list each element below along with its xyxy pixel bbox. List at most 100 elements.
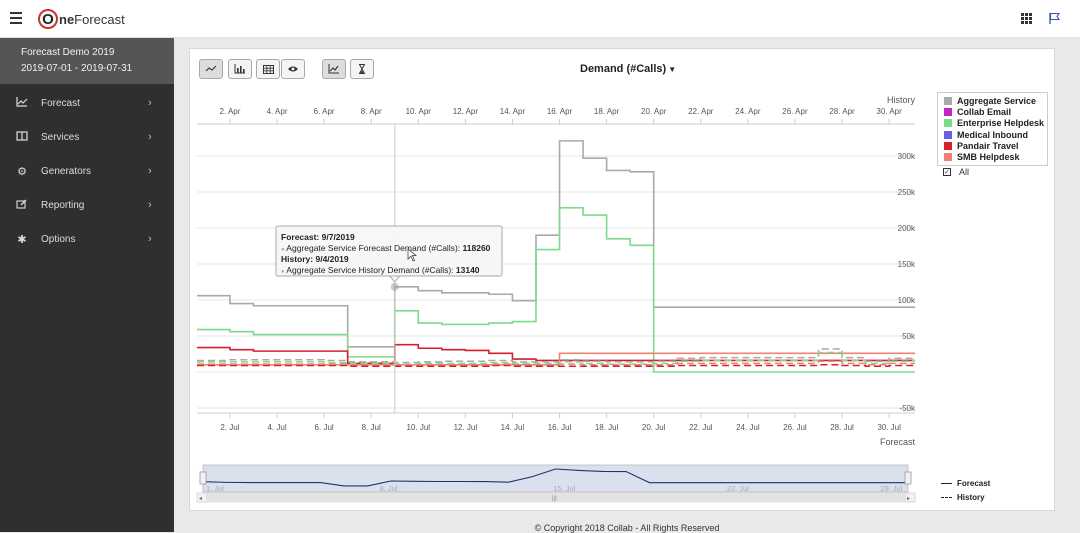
scroll-right-arrow-icon[interactable]: ▸	[907, 496, 910, 502]
legend-item-aggregate-service[interactable]: Aggregate Service	[944, 95, 1047, 106]
line-view-button[interactable]	[199, 59, 223, 79]
sidebar-item-forecast[interactable]: Forecast ›	[0, 86, 174, 120]
bottom-x-tick-label: 24. Jul	[736, 423, 760, 432]
bottom-x-tick-label: 26. Jul	[783, 423, 807, 432]
bottom-x-tick-label: 16. Jul	[548, 423, 572, 432]
navigator-tick-label: 8. Jul	[380, 484, 398, 493]
forecast-key-label: Forecast	[957, 478, 991, 488]
legend-swatch	[944, 107, 952, 116]
tooltip-forecast-title: Forecast: 9/7/2019	[281, 232, 355, 242]
bottom-x-tick-label: 6. Jul	[315, 423, 334, 432]
sidebar-item-services[interactable]: Services ›	[0, 120, 174, 154]
legend-item-collab-email[interactable]: Collab Email	[944, 106, 1047, 117]
series-legend: Aggregate Service Collab Email Enterpris…	[937, 92, 1048, 166]
bottom-x-tick-label: 18. Jul	[595, 423, 619, 432]
demand-chart[interactable]: 300k 250k 200k 150k 100k 50k -50k 2. Apr 4. Apr 6…	[190, 49, 1056, 512]
top-x-tick-label: 22. Apr	[688, 107, 714, 116]
cogs-icon: ⚙	[17, 165, 27, 178]
y-tick-label: 250k	[898, 188, 916, 197]
history-line-key: History	[941, 490, 990, 504]
navigator-scrollbar[interactable]: ◂ ▸ |||	[196, 492, 916, 503]
scroll-grip-icon[interactable]: |||	[552, 496, 557, 502]
sidebar-item-label: Services	[41, 131, 80, 143]
bottom-x-tick-label: 20. Jul	[642, 423, 666, 432]
eye-icon	[288, 66, 298, 72]
chevron-right-icon: ›	[148, 165, 152, 177]
scrollbar-thumb[interactable]	[206, 494, 906, 501]
legend-label: SMB Helpdesk	[957, 152, 1020, 163]
svg-text:● Aggregate Service Forecast D: ● Aggregate Service Forecast Demand (#Ca…	[281, 243, 491, 253]
tooltip-history-title: History: 9/4/2019	[281, 254, 349, 264]
line-chart-icon	[205, 65, 217, 72]
navigator-tick-label: 15. Jul	[553, 484, 575, 493]
trend-button[interactable]	[322, 59, 346, 79]
chevron-right-icon: ›	[148, 131, 152, 143]
sidebar-item-generators[interactable]: ⚙ Generators ›	[0, 154, 174, 188]
table-view-button[interactable]	[256, 59, 280, 79]
series-line-forecast-pandair-travel[interactable]	[197, 343, 915, 365]
sidebar-item-label: Options	[41, 233, 76, 245]
sidebar-item-options[interactable]: ✱ Options ›	[0, 222, 174, 256]
forecast-panel: Demand (#Calls) ▼ 300k 250k 200k 150k 100k 50k…	[189, 48, 1055, 511]
bottom-x-tick-label: 8. Jul	[362, 423, 381, 432]
line-style-legend: Forecast History	[941, 476, 990, 504]
sidebar: Forecast Demo 2019 2019-07-01 - 2019-07-…	[0, 38, 174, 532]
bar-view-button[interactable]	[228, 59, 252, 79]
bottom-x-tick-label: 30. Jul	[877, 423, 901, 432]
bottom-x-tick-label: 28. Jul	[830, 423, 854, 432]
navigator-left-handle[interactable]	[199, 471, 207, 485]
series-line-forecast-aggregate-service[interactable]	[197, 140, 915, 348]
tooltip-forecast-value: 118260	[463, 243, 491, 253]
sidebar-item-reporting[interactable]: Reporting ›	[0, 188, 174, 222]
y-tick-label: -50k	[899, 404, 916, 413]
legend-item-pandair-travel[interactable]: Pandair Travel	[944, 140, 1047, 151]
bottom-x-tick-label: 14. Jul	[501, 423, 525, 432]
checkbox-checked-icon[interactable]: ✓	[943, 168, 951, 176]
navigator-tick-label: 29. Jul	[880, 484, 902, 493]
legend-label: Collab Email	[957, 106, 1012, 117]
table-icon	[262, 64, 274, 74]
svg-text:Forecast: 9/7/2019: Forecast: 9/7/2019	[281, 232, 355, 242]
legend-item-enterprise-helpdesk[interactable]: Enterprise Helpdesk	[944, 118, 1047, 129]
legend-item-medical-inbound[interactable]: Medical Inbound	[944, 129, 1047, 140]
navigator-right-handle[interactable]	[904, 471, 912, 485]
scroll-left-arrow-icon[interactable]: ◂	[199, 496, 202, 502]
flag-icon[interactable]	[1049, 12, 1061, 25]
top-x-tick-label: 8. Apr	[361, 107, 382, 116]
legend-item-smb-helpdesk[interactable]: SMB Helpdesk	[944, 151, 1047, 162]
apps-grid-icon[interactable]	[1021, 13, 1032, 24]
legend-swatch	[944, 119, 952, 128]
series-line-forecast-smb-helpdesk[interactable]	[197, 352, 915, 366]
top-x-tick-label: 16. Apr	[547, 107, 573, 116]
chart-title-dropdown[interactable]: Demand (#Calls) ▼	[580, 63, 676, 75]
bottom-x-tick-label: 4. Jul	[267, 423, 286, 432]
legend-swatch	[944, 130, 952, 139]
navigator-tick-label: 1. Jul	[206, 484, 224, 493]
bottom-x-tick-label: 12. Jul	[454, 423, 478, 432]
series-line-history-aggregate-service[interactable]	[197, 348, 915, 364]
columns-icon	[16, 130, 28, 144]
history-button[interactable]	[350, 59, 374, 79]
project-title: Forecast Demo 2019	[21, 47, 115, 58]
series-line-history-pandair-travel[interactable]	[197, 364, 915, 367]
chart-tooltip: Forecast: 9/7/2019● Aggregate Service Fo…	[275, 225, 503, 283]
menu-icon[interactable]	[10, 12, 22, 24]
line-chart-icon	[16, 96, 28, 110]
project-header[interactable]: Forecast Demo 2019 2019-07-01 - 2019-07-…	[0, 38, 174, 84]
series-line-history-smb-helpdesk[interactable]	[197, 360, 915, 366]
top-x-tick-label: 12. Apr	[453, 107, 479, 116]
select-all-row[interactable]: ✓ All	[943, 167, 969, 177]
series-line-history-enterprise-helpdesk[interactable]	[197, 351, 915, 365]
preview-button[interactable]	[281, 59, 305, 79]
sidebar-item-label: Reporting	[41, 199, 85, 211]
legend-label: Pandair Travel	[957, 140, 1019, 151]
hourglass-icon	[359, 64, 365, 74]
y-tick-label: 100k	[898, 296, 916, 305]
tooltip-forecast-label: Aggregate Service Forecast Demand (#Call…	[286, 243, 462, 253]
app-logo[interactable]: O neForecast	[38, 9, 125, 29]
svg-text:● Aggregate Service History De: ● Aggregate Service History Demand (#Cal…	[281, 265, 480, 275]
top-x-tick-label: 28. Apr	[829, 107, 855, 116]
logo-ne: ne	[59, 11, 75, 27]
navigator-selection[interactable]	[202, 464, 909, 493]
series-line-forecast-enterprise-helpdesk[interactable]	[197, 207, 915, 373]
